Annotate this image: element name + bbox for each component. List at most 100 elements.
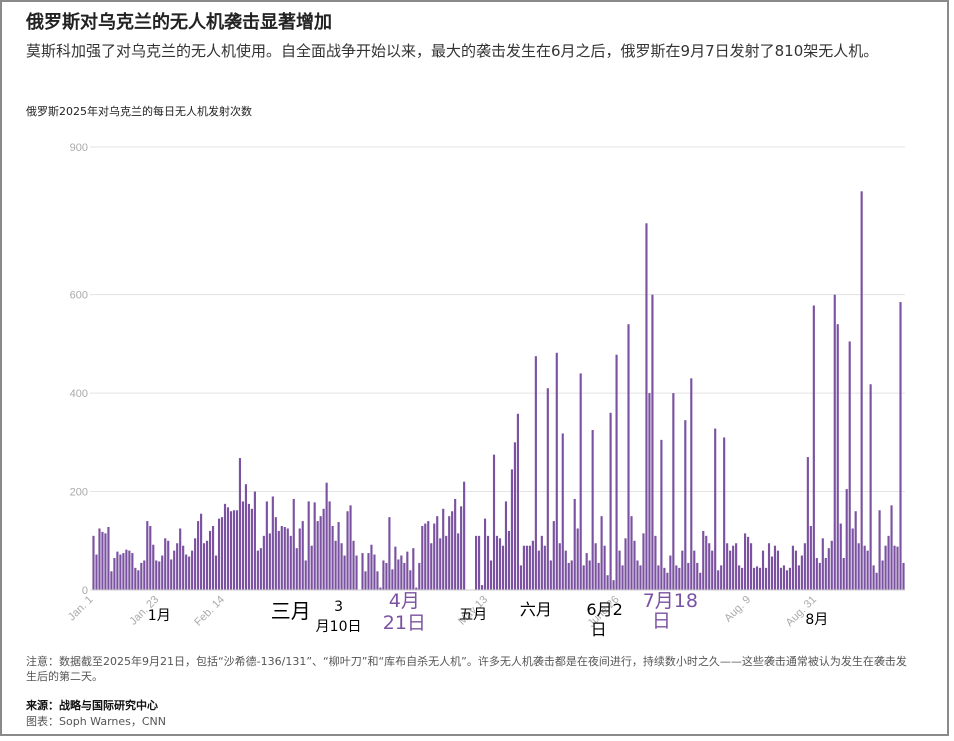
bar xyxy=(591,430,594,590)
bar xyxy=(666,572,669,590)
bar xyxy=(606,575,609,590)
bar xyxy=(337,522,340,590)
chart-title: 俄罗斯2025年对乌克兰的每日无人机发射次数 xyxy=(26,105,252,118)
bar xyxy=(200,513,203,590)
bar xyxy=(373,554,376,590)
bar xyxy=(110,571,113,590)
bar xyxy=(244,484,248,590)
bar xyxy=(510,469,514,590)
bar xyxy=(630,516,633,590)
bar xyxy=(241,501,245,590)
page-subtitle: 莫斯科加强了对乌克兰的无人机使用。自全面战争开始以来，最大的袭击发生在6月之后，… xyxy=(26,42,879,60)
bar xyxy=(107,527,110,590)
bar xyxy=(708,543,711,590)
bar xyxy=(537,550,540,590)
bar xyxy=(122,553,125,590)
bar xyxy=(155,560,158,590)
bar xyxy=(191,550,194,590)
bar xyxy=(815,558,818,590)
bar xyxy=(301,521,304,590)
bar xyxy=(149,526,152,590)
bar xyxy=(660,439,663,590)
bar xyxy=(232,510,236,590)
bar xyxy=(208,530,212,590)
bar xyxy=(454,498,457,590)
chart-note: 注意：数据截至2025年9月21日，包括“沙希德-136/131”、“柳叶刀”和… xyxy=(26,655,907,683)
bar xyxy=(887,535,890,590)
bar xyxy=(525,545,528,590)
bar xyxy=(839,523,842,590)
bar xyxy=(322,508,325,590)
bar xyxy=(310,545,313,590)
bar xyxy=(247,503,250,590)
bar xyxy=(540,535,543,590)
bar xyxy=(480,585,484,590)
bar xyxy=(612,580,615,590)
bar xyxy=(176,543,179,590)
bar xyxy=(370,544,373,590)
bar xyxy=(194,538,197,590)
bar xyxy=(173,550,176,590)
page-title: 俄罗斯对乌克兰的无人机袭击显著增加 xyxy=(26,12,332,33)
bar xyxy=(325,482,328,590)
bar xyxy=(558,543,561,590)
bar xyxy=(448,516,451,590)
bar xyxy=(92,535,95,590)
bar xyxy=(531,540,534,590)
month-annotation: 1月 xyxy=(148,608,171,624)
bar xyxy=(546,388,549,590)
bar xyxy=(890,505,893,590)
bar xyxy=(833,294,836,590)
bar xyxy=(561,433,564,590)
bar xyxy=(146,521,149,590)
bar xyxy=(567,562,570,590)
bar xyxy=(277,530,280,590)
bar xyxy=(522,545,525,590)
bar xyxy=(723,437,726,590)
bar xyxy=(394,546,397,590)
bar xyxy=(427,521,430,590)
bar xyxy=(600,516,603,590)
bar xyxy=(699,572,702,590)
bar xyxy=(280,526,283,590)
bar xyxy=(684,420,687,590)
bar xyxy=(782,565,786,590)
bar xyxy=(642,533,645,590)
month-annotation: 日 xyxy=(591,620,607,639)
bar xyxy=(687,562,690,590)
month-annotation: 8月 xyxy=(805,612,828,628)
bar xyxy=(615,354,618,590)
bar xyxy=(618,550,621,590)
bar xyxy=(214,555,218,590)
bar xyxy=(182,545,185,590)
bar xyxy=(352,540,355,590)
bar xyxy=(869,384,872,590)
bar xyxy=(167,540,170,590)
bar xyxy=(140,562,143,590)
bar xyxy=(379,587,382,590)
bar xyxy=(498,538,502,590)
bar xyxy=(489,560,493,590)
bar xyxy=(744,533,747,590)
bar xyxy=(349,505,352,590)
y-tick-label: 600 xyxy=(70,290,88,302)
month-annotation: 7月18 xyxy=(643,590,698,612)
chart-credit: 图表：Soph Warnes，CNN xyxy=(26,715,167,728)
bar xyxy=(791,545,794,590)
bar xyxy=(403,562,406,590)
x-tick-label: Aug. 9 xyxy=(722,594,753,625)
x-tick-label: Jan. 1 xyxy=(66,594,96,624)
bar xyxy=(424,523,427,590)
bar xyxy=(693,550,696,590)
bar xyxy=(430,543,433,590)
bar xyxy=(307,501,310,590)
bar xyxy=(842,558,845,590)
bar xyxy=(797,565,800,590)
bar xyxy=(552,521,555,590)
bar xyxy=(872,565,875,590)
bar xyxy=(564,550,567,590)
bar xyxy=(624,538,627,590)
bar xyxy=(884,545,887,590)
bar xyxy=(442,508,445,590)
bar xyxy=(621,565,624,590)
